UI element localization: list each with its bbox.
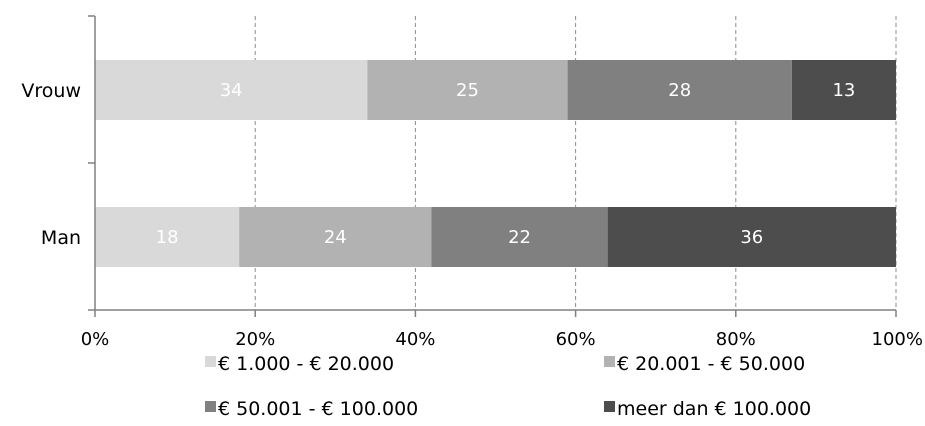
bars — [95, 60, 896, 267]
legend-label-2: € 50.001 - € 100.000 — [218, 398, 418, 420]
legend-label-0: € 1.000 - € 20.000 — [218, 353, 394, 375]
data-label-vrouw-series-2: 28 — [668, 80, 691, 101]
x-tick-label-4: 80% — [716, 329, 756, 350]
legend-swatch-1 — [604, 356, 615, 367]
data-label-vrouw-series-3: 13 — [832, 80, 855, 101]
category-label-man: Man — [41, 227, 81, 249]
legend-label-3: meer dan € 100.000 — [617, 398, 811, 420]
data-label-vrouw-series-0: 34 — [220, 80, 243, 101]
legend-swatch-3 — [604, 401, 615, 412]
x-tick-label-2: 40% — [395, 329, 435, 350]
x-tick-label-3: 60% — [556, 329, 596, 350]
x-tick-label-1: 20% — [235, 329, 275, 350]
legend-label-1: € 20.001 - € 50.000 — [617, 353, 805, 375]
x-tick-label-0: 0% — [81, 329, 110, 350]
data-label-man-series-3: 36 — [740, 227, 763, 248]
legend-swatch-2 — [205, 401, 216, 412]
x-tick-label-5: 100% — [872, 329, 923, 350]
legend-swatch-0 — [205, 356, 216, 367]
data-label-man-series-0: 18 — [156, 227, 179, 248]
legend: € 1.000 - € 20.000 € 20.001 - € 50.000 € 5… — [205, 353, 811, 420]
data-label-man-series-1: 24 — [324, 227, 347, 248]
data-label-man-series-2: 22 — [508, 227, 531, 248]
category-label-vrouw: Vrouw — [21, 80, 81, 102]
data-label-vrouw-series-1: 25 — [456, 80, 479, 101]
